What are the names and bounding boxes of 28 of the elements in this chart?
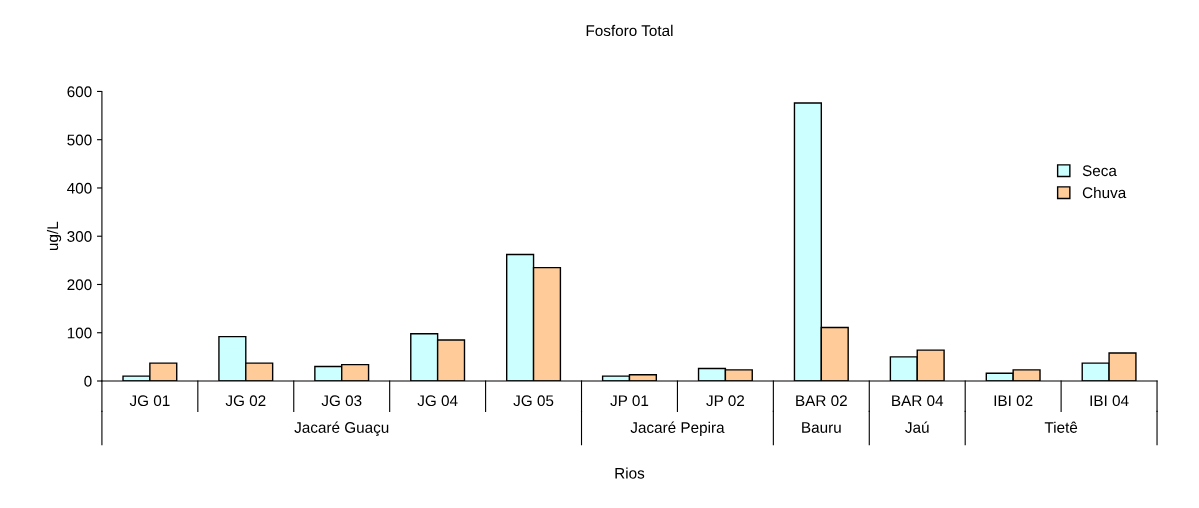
y-tick-label: 400 — [67, 182, 92, 194]
legend-label: Chuva — [1082, 186, 1127, 199]
x-tick-label: JP 02 — [706, 395, 745, 407]
x-tick-label: JG 02 — [225, 395, 266, 407]
x-tick-label: IBI 02 — [994, 395, 1033, 407]
text: Jacaré Guaçu — [294, 421, 389, 437]
y-axis-title: ug/L — [46, 221, 62, 251]
x-tick-label: JG 05 — [513, 395, 554, 407]
x-tick-label: JG 04 — [417, 395, 458, 407]
text: Jaú — [905, 421, 929, 433]
x-tick-label: JG 01 — [129, 395, 170, 407]
x-tick-label: BAR 04 — [892, 395, 944, 407]
text: Tietê — [1044, 421, 1078, 433]
text: Bauru — [802, 422, 841, 433]
chart-title: Fosforo Total — [586, 24, 673, 37]
y-tick-label: 100 — [67, 327, 92, 339]
x-tick-label: BAR 02 — [796, 395, 847, 407]
y-tick-label: 300 — [67, 231, 92, 242]
x-tick-label: JG 03 — [321, 395, 362, 407]
y-tick-label: 600 — [67, 86, 92, 98]
legend-label: Seca — [1082, 165, 1117, 177]
x-axis-title: Rios — [615, 467, 645, 479]
x-tick-label: IBI 04 — [1090, 395, 1129, 407]
y-tick-label: 200 — [67, 279, 92, 291]
text: Jacaré Pepira — [630, 421, 725, 436]
y-tick-label: 0 — [84, 375, 92, 387]
y-tick-label: 500 — [67, 134, 92, 146]
x-tick-label: JP 01 — [610, 395, 649, 407]
